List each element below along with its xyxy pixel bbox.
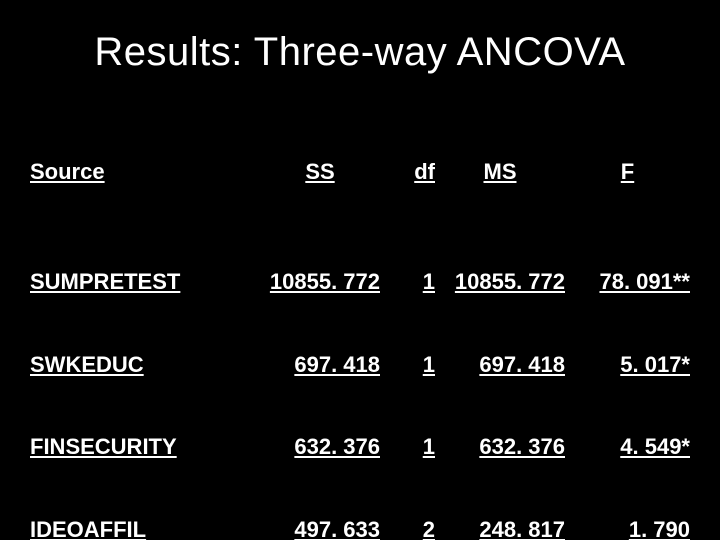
table-header-row: Source SS df MS F bbox=[30, 158, 690, 186]
cell-f: 5. 017* bbox=[565, 351, 690, 379]
cell-source: IDEOAFFIL bbox=[30, 516, 260, 540]
col-header-source: Source bbox=[30, 158, 260, 186]
cell-ss: 697. 418 bbox=[260, 351, 380, 379]
ancova-table: Source SS df MS F SUMPRETEST 10855. 772 … bbox=[30, 103, 690, 540]
cell-f: 78. 091** bbox=[565, 268, 690, 296]
cell-ss: 497. 633 bbox=[260, 516, 380, 540]
cell-source: SUMPRETEST bbox=[30, 268, 260, 296]
cell-ms: 697. 418 bbox=[435, 351, 565, 379]
cell-df: 1 bbox=[380, 351, 435, 379]
table-row: SWKEDUC 697. 418 1 697. 418 5. 017* bbox=[30, 351, 690, 379]
cell-f: 1. 790 bbox=[565, 516, 690, 540]
cell-ms: 632. 376 bbox=[435, 433, 565, 461]
table-row: SUMPRETEST 10855. 772 1 10855. 772 78. 0… bbox=[30, 268, 690, 296]
col-header-f: F bbox=[565, 158, 690, 186]
cell-df: 1 bbox=[380, 433, 435, 461]
cell-source: SWKEDUC bbox=[30, 351, 260, 379]
cell-ss: 632. 376 bbox=[260, 433, 380, 461]
col-header-ss: SS bbox=[260, 158, 380, 186]
slide-title: Results: Three-way ANCOVA bbox=[30, 30, 690, 75]
cell-df: 2 bbox=[380, 516, 435, 540]
cell-ss: 10855. 772 bbox=[260, 268, 380, 296]
col-header-df: df bbox=[380, 158, 435, 186]
table-row: IDEOAFFIL 497. 633 2 248. 817 1. 790 bbox=[30, 516, 690, 540]
cell-df: 1 bbox=[380, 268, 435, 296]
cell-f: 4. 549* bbox=[565, 433, 690, 461]
table-row: FINSECURITY 632. 376 1 632. 376 4. 549* bbox=[30, 433, 690, 461]
cell-source: FINSECURITY bbox=[30, 433, 260, 461]
cell-ms: 10855. 772 bbox=[435, 268, 565, 296]
col-header-ms: MS bbox=[435, 158, 565, 186]
slide: Results: Three-way ANCOVA Source SS df M… bbox=[0, 0, 720, 540]
cell-ms: 248. 817 bbox=[435, 516, 565, 540]
